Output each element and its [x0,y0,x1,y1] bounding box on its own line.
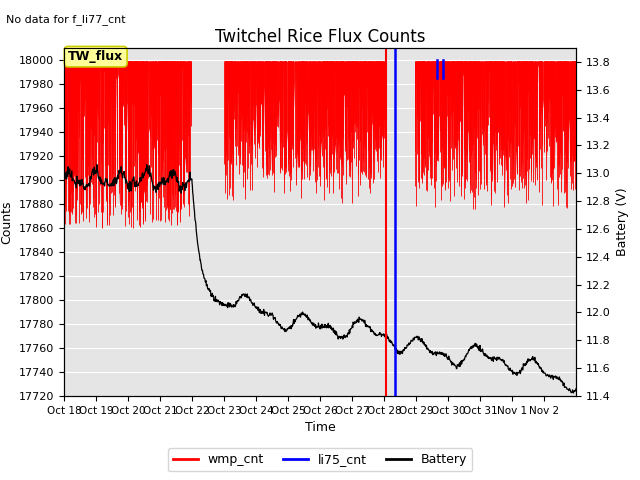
Title: Twitchel Rice Flux Counts: Twitchel Rice Flux Counts [215,28,425,47]
X-axis label: Time: Time [305,421,335,434]
Text: No data for f_li77_cnt: No data for f_li77_cnt [6,14,126,25]
Y-axis label: Counts: Counts [1,200,13,244]
Text: TW_flux: TW_flux [68,50,124,63]
Legend: wmp_cnt, li75_cnt, Battery: wmp_cnt, li75_cnt, Battery [168,448,472,471]
Y-axis label: Battery (V): Battery (V) [616,188,629,256]
